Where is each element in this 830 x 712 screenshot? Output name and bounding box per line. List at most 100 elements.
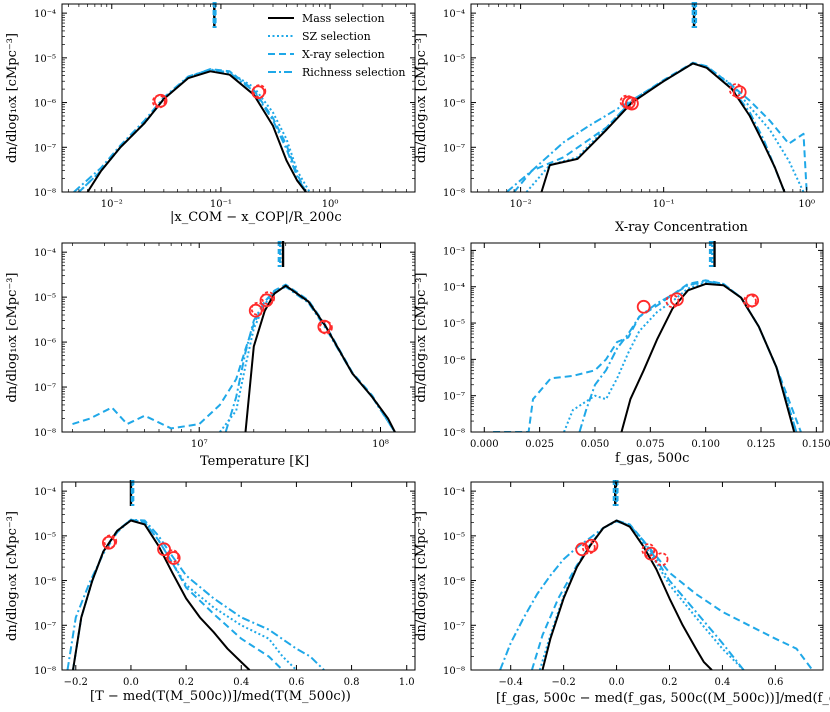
x-tick-label: 10⁷ <box>191 439 208 450</box>
x-tick-label: 0.0 <box>123 677 139 688</box>
series-line-xray <box>78 68 307 192</box>
marker-circle <box>261 291 276 306</box>
y-tick-label: 10⁻⁴ <box>443 487 465 498</box>
x-axis-label: |x_COM − x_COP|/R_200c <box>170 210 342 225</box>
marker-circle <box>729 83 743 97</box>
x-tick-label: 0.125 <box>747 439 776 450</box>
x-tick-label: −0.2 <box>551 677 575 688</box>
marker-circle <box>636 299 651 314</box>
series-line-rich <box>66 518 325 670</box>
y-tick-label: 10⁻⁵ <box>443 532 465 543</box>
x-tick-label: 0.0 <box>609 677 625 688</box>
y-tick-label: 10⁻⁸ <box>443 666 465 677</box>
panel-4: 10⁻⁸ 10⁻⁷ 10⁻⁶ 10⁻⁵ 10⁻⁴ 10⁻³ 0.000 0.025 0.050 0… <box>414 241 830 466</box>
marker-circle <box>669 292 684 307</box>
y-tick-label: 10⁻⁶ <box>34 577 56 588</box>
y-axis-label: dn/dlog₁₀x [cMpc⁻³] <box>414 33 429 163</box>
x-tick-label: 10⁰ <box>322 199 339 210</box>
y-tick-label: 10⁻⁸ <box>443 188 465 199</box>
x-tick-label: 0.075 <box>636 439 665 450</box>
marker-circle <box>619 94 634 109</box>
legend-label-rich: Richness selection <box>302 66 405 79</box>
y-tick-label: 10⁻³ <box>443 246 465 257</box>
x-tick-label: 10⁻² <box>101 199 123 210</box>
series-line-mass <box>244 284 396 432</box>
marker-circle <box>319 320 333 335</box>
marker-circle <box>165 549 180 564</box>
series-line-sz <box>219 284 396 432</box>
marker-circle <box>259 293 274 308</box>
series-line-rich <box>73 68 307 192</box>
x-tick-label: 0.2 <box>178 677 194 688</box>
series-line-mass <box>86 70 307 192</box>
marker-circle <box>575 542 590 557</box>
y-tick-label: 10⁻⁶ <box>443 99 465 110</box>
y-tick-label: 10⁻⁴ <box>443 283 465 294</box>
marker-circle <box>251 85 266 100</box>
series-line-mass <box>540 62 786 192</box>
y-tick-label: 10⁻⁵ <box>34 532 56 543</box>
panels: 10⁻⁸10⁻⁷10⁻⁶10⁻⁵10⁻⁴10⁻² 10⁻¹ 10⁰|x_COM − … <box>5 2 830 706</box>
panel-1: 10⁻⁸ 10⁻⁷ 10⁻⁶ 10⁻⁵ 10⁻⁴ 10⁻² 10⁻¹ 10⁰|x_COM − … <box>5 2 416 225</box>
y-axis-label: dn/dlog₁₀x [cMpc⁻³] <box>414 511 429 641</box>
x-tick-label: 0.150 <box>802 439 830 450</box>
y-tick-label: 10⁻⁷ <box>443 392 465 403</box>
x-axis-label: [f_gas, 500c − med(f_gas, 500c((M_500c))… <box>496 691 830 706</box>
x-axis-label: Temperature [K] <box>200 454 309 469</box>
marker-circle <box>103 534 118 549</box>
x-tick-label: 0.4 <box>714 677 730 688</box>
x-tick-label: −0.4 <box>499 677 523 688</box>
legend-label-sz: SZ selection <box>302 30 371 43</box>
series-line-xray <box>513 61 808 192</box>
x-tick-label: 10⁰ <box>798 199 815 210</box>
y-tick-label: 10⁻⁸ <box>443 428 465 439</box>
x-axis-label: X-ray Concentration <box>615 220 749 235</box>
marker-circle <box>101 535 116 550</box>
series-line-rich <box>578 280 798 432</box>
series-line-sz <box>538 519 745 670</box>
x-tick-label: 1.0 <box>399 677 415 688</box>
y-tick-label: 10⁻⁶ <box>443 577 465 588</box>
axes-frame <box>61 3 416 193</box>
series-line-mass <box>541 519 713 670</box>
axes-frame <box>470 481 824 671</box>
x-tick-label: 0.025 <box>525 439 554 450</box>
x-tick-label: 0.000 <box>470 439 499 450</box>
y-axis-label: dn/dlog₁₀x [cMpc⁻³] <box>414 273 429 403</box>
x-tick-label: 10⁸ <box>372 439 389 450</box>
marker-circle <box>581 540 596 555</box>
marker-circle <box>745 293 760 308</box>
y-tick-label: 10⁻⁴ <box>34 9 56 20</box>
series-line-rich <box>224 285 396 432</box>
panel-6: 10⁻⁸ 10⁻⁷ 10⁻⁶ 10⁻⁵ 10⁻⁴ −0.4 −0.2 0.0 0.2 0.4 0.6… <box>414 480 830 706</box>
marker-circle <box>252 84 267 99</box>
series-line-sz <box>78 69 311 192</box>
axes-frame <box>61 481 416 671</box>
legend-label-xray: X-ray selection <box>302 48 385 61</box>
y-tick-label: 10⁻⁸ <box>34 666 56 677</box>
axes-frame <box>61 242 416 433</box>
y-tick-label: 10⁻⁵ <box>443 54 465 65</box>
marker-circle <box>250 301 265 316</box>
marker-circle <box>732 85 747 100</box>
y-tick-label: 10⁻⁷ <box>34 621 56 632</box>
x-tick-label: 0.100 <box>691 439 720 450</box>
y-tick-label: 10⁻⁶ <box>34 338 56 349</box>
x-tick-label: 0.8 <box>344 677 360 688</box>
x-tick-label: 10⁻¹ <box>210 199 232 210</box>
marker-circle <box>166 551 181 565</box>
marker-circle <box>625 96 639 111</box>
y-tick-label: 10⁻⁵ <box>443 319 465 330</box>
y-axis-label: dn/dlog₁₀x [cMpc⁻³] <box>5 511 20 641</box>
x-tick-label: 0.4 <box>233 677 249 688</box>
legend-label-mass: Mass selection <box>302 12 385 25</box>
axes-frame <box>470 3 824 193</box>
x-tick-label: 10⁻² <box>510 199 532 210</box>
y-axis-label: dn/dlog₁₀x [cMpc⁻³] <box>5 33 20 163</box>
x-axis-label: f_gas, 500c <box>615 451 689 466</box>
marker-circle <box>248 303 263 318</box>
series-line-sz <box>563 281 798 432</box>
x-tick-label: 10⁻¹ <box>653 199 675 210</box>
y-tick-label: 10⁻⁶ <box>34 99 56 110</box>
